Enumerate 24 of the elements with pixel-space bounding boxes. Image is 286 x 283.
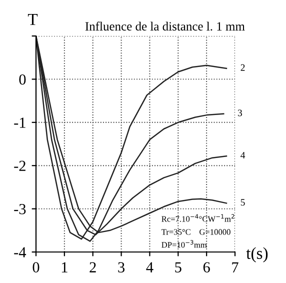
annotation: Tr=35°C bbox=[162, 229, 190, 235]
x-tick-label: 0 bbox=[32, 262, 40, 272]
annotation: G=10000 bbox=[200, 229, 230, 235]
x-tick-label: 7 bbox=[232, 262, 238, 272]
x-tick-label: 4 bbox=[146, 262, 154, 272]
x-tick-label: 3 bbox=[118, 262, 125, 272]
series-label: 2 bbox=[240, 64, 245, 71]
series-label: 3 bbox=[238, 110, 242, 116]
x-tick-label: 2 bbox=[90, 262, 96, 272]
x-tick-label: 1 bbox=[62, 262, 68, 272]
series-label: 5 bbox=[240, 199, 245, 206]
y-tick-label: -4 bbox=[14, 247, 26, 258]
y-tick-label: 0 bbox=[19, 74, 26, 85]
y-tick-label: -1 bbox=[14, 118, 26, 128]
x-axis-title: t(s) bbox=[246, 247, 268, 262]
x-tick-label: 5 bbox=[175, 262, 182, 272]
series-label: 4 bbox=[240, 152, 246, 158]
chart-title: Influence de la distance l. 1 mm bbox=[85, 22, 245, 31]
annotation: Rc=7.10$^{−4}$°CW$^{−1}$m$^{2}$ bbox=[162, 214, 234, 222]
y-axis-title: T bbox=[28, 14, 38, 25]
x-tick-label: 6 bbox=[203, 262, 210, 272]
y-tick-label: -3 bbox=[14, 204, 26, 214]
y-tick-label: -2 bbox=[14, 160, 26, 171]
annotation: DP=10$^{−3}$mm bbox=[162, 240, 207, 248]
